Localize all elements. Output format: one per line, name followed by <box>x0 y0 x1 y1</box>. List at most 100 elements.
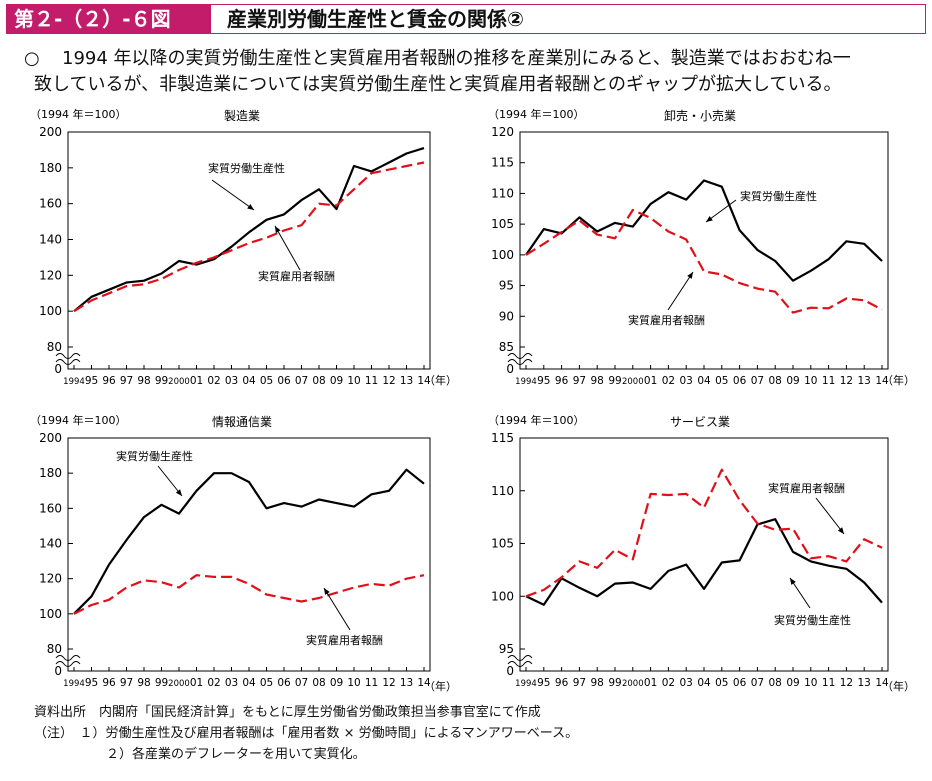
x-tick-label: 01 <box>644 375 657 387</box>
y-tick-label: 115 <box>491 156 514 170</box>
annotation-label: 実質労働生産性 <box>116 449 193 463</box>
y-tick-label: 200 <box>39 431 62 445</box>
x-unit-label: （年） <box>424 373 457 387</box>
x-tick-label: 14 <box>417 375 431 387</box>
x-tick-label: 08 <box>769 375 782 387</box>
x-tick-label: 11 <box>822 677 835 689</box>
x-tick-label: 12 <box>840 677 853 689</box>
chart-wholesale-retail: （1994 年＝100） 卸売・小売業 08590951001051101151… <box>488 107 915 387</box>
x-tick-label: 1994 <box>515 679 537 689</box>
x-tick-label: 01 <box>644 677 657 689</box>
y-tick-label: 100 <box>39 607 62 621</box>
x-tick-label: 96 <box>555 677 569 689</box>
y-tick-label: 100 <box>491 589 514 603</box>
x-tick-label: 05 <box>260 375 273 387</box>
x-tick-label: 2000 <box>168 377 190 387</box>
y-tick-label: 100 <box>491 248 514 262</box>
x-tick-label: 2000 <box>622 377 644 387</box>
axis-break-mark <box>55 655 81 667</box>
x-tick-label: 98 <box>591 677 604 689</box>
annotation-label: 実質雇用者報酬 <box>768 481 845 495</box>
x-tick-label: 11 <box>365 677 378 689</box>
axis-break-mark <box>507 655 533 667</box>
x-tick-label: 98 <box>591 375 604 387</box>
annotation-arrow <box>323 587 351 631</box>
note-1: （注） １）労働生産性及び雇用者報酬は「雇用者数 × 労働時間」によるマンアワー… <box>34 726 579 741</box>
chart-information-communications: （1994 年＝100） 情報通信業 080100120140160180200… <box>30 413 457 693</box>
x-tick-label: 99 <box>608 677 621 689</box>
y-tick-label: 140 <box>39 233 62 247</box>
series-line-productivity <box>525 179 883 282</box>
y-tick-label: 115 <box>491 431 514 445</box>
x-tick-label: 10 <box>347 677 360 689</box>
summary-line-2: 致しているが、非製造業については実質労働生産性と実質雇用者報酬とのギャップが拡大… <box>34 74 842 95</box>
x-tick-label: 02 <box>662 677 675 689</box>
x-tick-label: 08 <box>769 677 782 689</box>
x-tick-label: 10 <box>804 677 817 689</box>
x-tick-label: 2000 <box>168 679 190 689</box>
x-tick-label: 04 <box>697 677 711 689</box>
chart-unit-label: （1994 年＝100） <box>30 413 127 427</box>
y-tick-label: 90 <box>499 309 514 323</box>
annotation-arrowhead <box>687 272 693 279</box>
axis-break-mark <box>507 353 533 365</box>
x-tick-label: 97 <box>120 677 133 689</box>
y-tick-label: 140 <box>39 537 62 551</box>
series-line-productivity <box>525 518 883 606</box>
y-tick-label: 160 <box>39 501 62 515</box>
y-tick-label: 180 <box>39 161 62 175</box>
annotation-arrow <box>815 497 845 535</box>
x-tick-label: 06 <box>277 677 291 689</box>
x-tick-label: 06 <box>277 375 291 387</box>
annotation-label: 実質労働生産性 <box>208 161 285 175</box>
header-divider <box>211 5 213 33</box>
x-tick-label: 11 <box>365 375 378 387</box>
chart-title: 卸売・小売業 <box>664 108 736 123</box>
x-tick-label: 2000 <box>622 679 644 689</box>
series-line-compensation <box>525 468 883 598</box>
x-tick-label: 06 <box>733 375 747 387</box>
y-tick-label: 85 <box>499 340 514 354</box>
chart-unit-label: （1994 年＝100） <box>488 107 585 121</box>
x-tick-label: 09 <box>330 677 343 689</box>
x-tick-label: 13 <box>858 677 871 689</box>
y-tick-label: 0 <box>54 664 62 678</box>
notes: 資料出所 内閣府「国民経済計算」をもとに厚生労働省労働政策担当参事官室にて作成 … <box>34 702 578 765</box>
x-tick-label: 08 <box>312 375 325 387</box>
x-tick-label: 05 <box>715 677 728 689</box>
x-tick-label: 14 <box>875 677 889 689</box>
figure-header: 第２-（２）-６図 産業別労働生産性と賃金の関係② <box>6 4 926 34</box>
annotation-arrowhead <box>837 527 844 534</box>
x-tick-label: 95 <box>85 677 98 689</box>
annotation-arrow <box>274 225 301 271</box>
x-tick-label: 99 <box>155 677 168 689</box>
x-tick-label: 11 <box>822 375 835 387</box>
x-tick-label: 14 <box>875 375 889 387</box>
x-tick-label: 96 <box>102 677 116 689</box>
x-tick-label: 99 <box>155 375 168 387</box>
chart-title: 情報通信業 <box>212 415 272 429</box>
x-unit-label: （年） <box>424 679 457 693</box>
annotation-label: 実質雇用者報酬 <box>628 313 705 327</box>
x-tick-label: 07 <box>295 375 308 387</box>
chart-title: サービス業 <box>670 415 730 429</box>
x-tick-label: 02 <box>662 375 675 387</box>
x-tick-label: 04 <box>242 375 256 387</box>
figure-label: 第２-（２）-６図 <box>6 4 211 34</box>
x-tick-label: 95 <box>537 677 550 689</box>
x-tick-label: 04 <box>242 677 256 689</box>
y-tick-label: 160 <box>39 197 62 211</box>
source-note: 資料出所 内閣府「国民経済計算」をもとに厚生労働省労働政策担当参事官室にて作成 <box>34 705 541 720</box>
x-unit-label: （年） <box>882 373 915 387</box>
y-tick-label: 110 <box>491 186 514 200</box>
annotation-arrowhead <box>324 588 330 595</box>
annotation-label: 実質雇用者報酬 <box>306 633 383 647</box>
x-tick-label: 10 <box>347 375 360 387</box>
x-tick-label: 08 <box>312 677 325 689</box>
x-tick-label: 1994 <box>515 377 537 387</box>
chart-unit-label: （1994 年＝100） <box>488 413 585 427</box>
chart-title: 製造業 <box>224 109 260 123</box>
x-tick-label: 03 <box>680 677 693 689</box>
figure-title: 産業別労働生産性と賃金の関係② <box>227 7 524 31</box>
series-line-compensation <box>525 208 883 314</box>
